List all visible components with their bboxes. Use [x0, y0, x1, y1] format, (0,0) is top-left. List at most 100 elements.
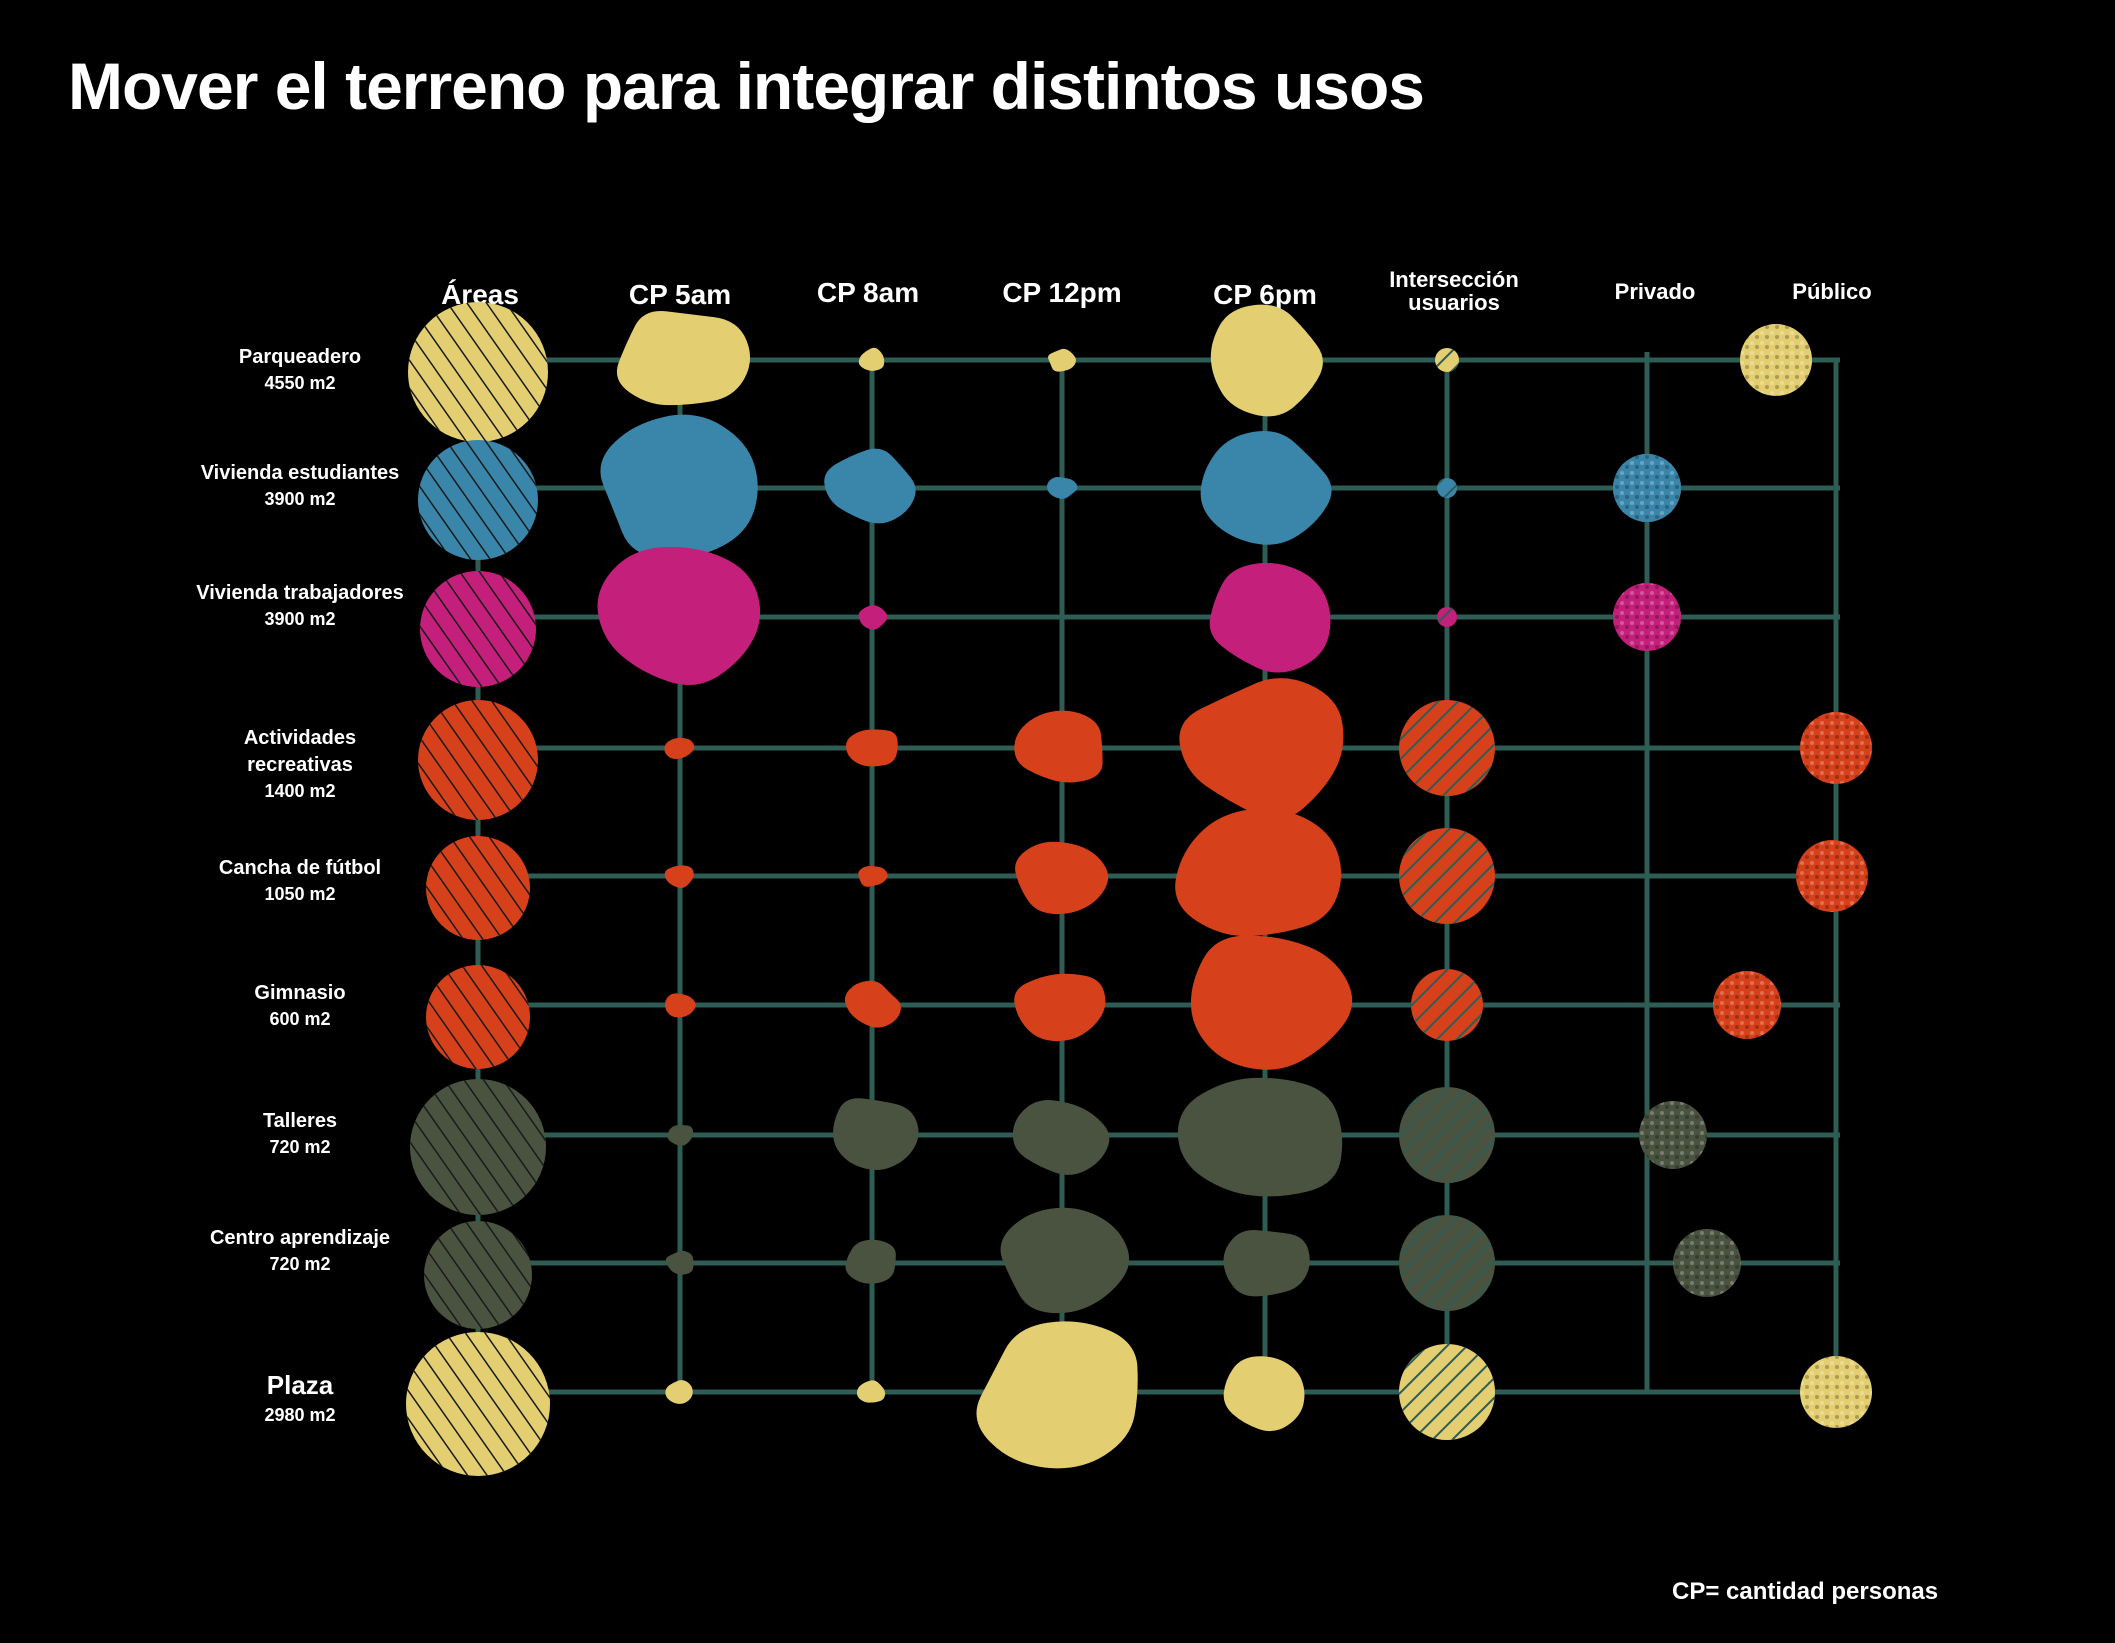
cp-blob [616, 311, 751, 406]
interseccion-hatch [1435, 348, 1459, 372]
cp-blob [665, 1250, 694, 1275]
cp-blob [1223, 1356, 1305, 1432]
row-name: Vivienda trabajadores [196, 582, 404, 604]
interseccion-hatch [1399, 1344, 1495, 1440]
marker-texture [1613, 583, 1681, 651]
row-name: Parqueadero [238, 346, 362, 368]
cp-blob [664, 993, 696, 1018]
cp-blob [833, 1098, 919, 1170]
marker-texture [1796, 840, 1868, 912]
row-name: Plaza [266, 1370, 334, 1400]
row-name: Cancha de fútbol [218, 857, 382, 879]
column-header-publico: Público [1792, 279, 1872, 304]
row-area: 4550 m2 [264, 373, 336, 393]
cp-blob [1014, 973, 1106, 1042]
cp-blob [600, 414, 758, 559]
cp-blob [858, 866, 888, 887]
cp-blob [1046, 477, 1078, 499]
row-area: 1050 m2 [264, 884, 336, 904]
cp-blob [1210, 304, 1323, 417]
cp-blob [1047, 348, 1076, 372]
row-area: 3900 m2 [264, 489, 336, 509]
column-header-privado: Privado [1614, 279, 1696, 304]
cp-blob [1179, 678, 1344, 820]
cp-blob [858, 605, 888, 630]
cp-blob [1209, 562, 1331, 673]
row-label-gimnasio: Gimnasio 600 m2 [190, 980, 410, 1031]
area-circle-texture [424, 1221, 532, 1329]
cp-blob [845, 1239, 896, 1284]
interseccion-hatch [1399, 1215, 1495, 1311]
cp-blob [1223, 1230, 1310, 1297]
row-label-talleres: Talleres 720 m2 [190, 1108, 410, 1159]
area-circle-texture [418, 440, 538, 560]
area-circle-texture [406, 1332, 550, 1476]
row-label-centro-aprendizaje: Centro aprendizaje 720 m2 [190, 1225, 410, 1276]
row-area: 2980 m2 [264, 1405, 336, 1426]
row-label-actividades-recreativas: Actividades recreativas 1400 m2 [190, 725, 410, 803]
cp-blob [856, 1380, 886, 1403]
cp-blob [858, 347, 885, 371]
row-label-cancha-futbol: Cancha de fútbol 1050 m2 [190, 855, 410, 906]
marker-texture [1639, 1101, 1707, 1169]
row-area: 720 m2 [269, 1137, 331, 1157]
row-name: Gimnasio [254, 982, 346, 1004]
cp-blob [845, 729, 898, 767]
cp-blob [1014, 710, 1103, 783]
cp-blob [1190, 935, 1353, 1070]
cp-blob [597, 546, 761, 686]
cp-blob [1177, 1077, 1343, 1197]
row-area: 720 m2 [269, 1254, 331, 1274]
row-name: Actividades recreativas [243, 727, 357, 776]
cp-blob [976, 1321, 1138, 1469]
area-circle-texture [418, 700, 538, 820]
cp-blob [1012, 1100, 1110, 1175]
column-header-cp-5am: CP 5am [628, 279, 732, 310]
interseccion-hatch [1411, 969, 1483, 1041]
row-area: 1400 m2 [264, 781, 336, 801]
row-name: Talleres [262, 1110, 338, 1132]
row-label-parqueadero: Parqueadero 4550 m2 [190, 344, 410, 395]
marker-texture [1800, 1356, 1872, 1428]
marker-texture [1613, 454, 1681, 522]
area-circle-texture [426, 836, 530, 940]
marker-texture [1740, 324, 1812, 396]
data-marks [406, 302, 1872, 1476]
row-area: 600 m2 [269, 1009, 331, 1029]
cp-blob [824, 448, 916, 524]
area-circle-texture [426, 965, 530, 1069]
cp-blob [1200, 430, 1332, 545]
row-name: Centro aprendizaje [209, 1227, 391, 1249]
marker-texture [1673, 1229, 1741, 1297]
cp-blob [844, 980, 901, 1028]
interseccion-hatch [1399, 1087, 1495, 1183]
area-circle-texture [420, 571, 536, 687]
area-circle-texture [410, 1079, 546, 1215]
row-name: Vivienda estudiantes [200, 462, 400, 484]
column-header-interseccion: Intersección usuarios [1389, 267, 1519, 316]
cp-blob [664, 865, 694, 889]
row-label-plaza: Plaza 2980 m2 [190, 1368, 410, 1427]
column-header-cp-12pm: CP 12pm [1002, 277, 1122, 308]
interseccion-hatch [1437, 478, 1457, 498]
legend-note: CP= cantidad personas [1672, 1578, 1939, 1605]
column-header-cp-6pm: CP 6pm [1213, 279, 1317, 310]
cp-blob [1175, 808, 1342, 937]
cp-blob [1015, 841, 1109, 915]
interseccion-hatch [1399, 828, 1495, 924]
cp-blob [665, 1380, 693, 1404]
interseccion-hatch [1437, 607, 1457, 627]
interseccion-hatch [1399, 700, 1495, 796]
marker-texture [1713, 971, 1781, 1039]
cp-blob [667, 1124, 694, 1146]
marker-texture [1800, 712, 1872, 784]
cp-blob [1000, 1207, 1130, 1314]
row-label-vivienda-estudiantes: Vivienda estudiantes 3900 m2 [190, 460, 410, 511]
row-label-vivienda-trabajadores: Vivienda trabajadores 3900 m2 [190, 580, 410, 631]
column-header-cp-8am: CP 8am [816, 277, 920, 308]
row-area: 3900 m2 [264, 609, 336, 629]
cp-blob [664, 737, 695, 760]
page-title: Mover el terreno para integrar distintos… [68, 49, 1425, 123]
area-circle-texture [408, 302, 548, 442]
